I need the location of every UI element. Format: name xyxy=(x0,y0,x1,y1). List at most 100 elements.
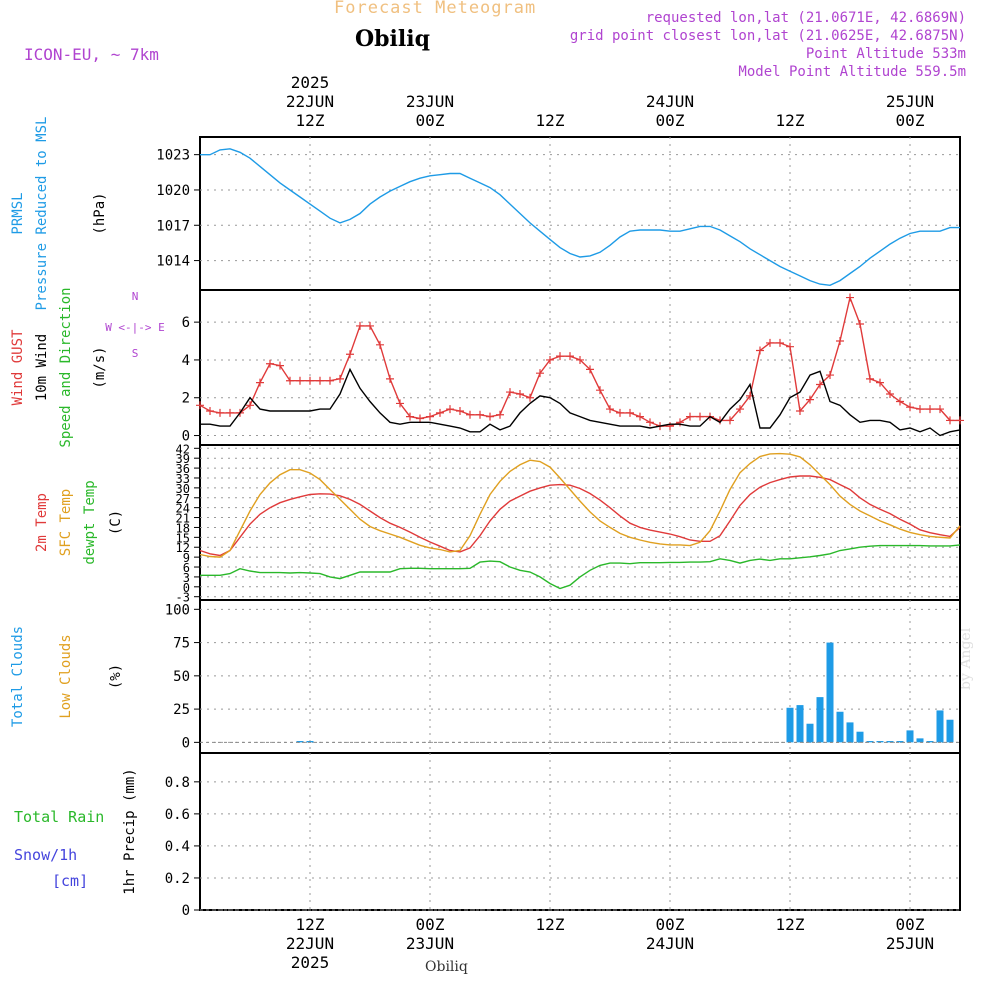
units-label: 1hr Precip (mm) xyxy=(122,768,138,894)
panel-label: Total Clouds xyxy=(10,626,26,727)
top-time-label: 2025 xyxy=(291,73,330,92)
top-time-label: 22JUN xyxy=(286,92,334,111)
gust-marker xyxy=(366,321,374,330)
gust-marker xyxy=(356,321,364,330)
gust-marker xyxy=(946,416,954,425)
panel-label: dewpt Temp xyxy=(82,480,98,564)
y-tick-label: 6 xyxy=(182,315,190,331)
gust-marker xyxy=(476,410,484,419)
cloud-bar xyxy=(896,741,904,743)
gust-marker xyxy=(276,361,284,370)
gust-marker xyxy=(346,350,354,359)
gust-marker xyxy=(666,422,674,431)
precip-label: Snow/1h xyxy=(14,846,77,864)
y-tick-label: 100 xyxy=(165,602,190,618)
compass-west-east: W <-|-> E xyxy=(105,321,165,334)
y-tick-label: 50 xyxy=(173,669,190,685)
gust-marker xyxy=(866,374,874,383)
gridpoint-coords: grid point closest lon,lat (21.0625E, 42… xyxy=(569,28,966,44)
gust-marker xyxy=(926,405,934,414)
gust-marker xyxy=(826,371,834,380)
gust-marker xyxy=(296,376,304,385)
gust-marker xyxy=(206,406,214,415)
gust-marker xyxy=(286,376,294,385)
compass-south: S xyxy=(132,347,139,360)
bottom-time-label: 2025 xyxy=(291,953,330,972)
gust-marker xyxy=(506,388,514,397)
gust-marker xyxy=(856,320,864,329)
gust-marker xyxy=(626,408,634,417)
cloud-bar xyxy=(786,707,794,743)
gust-marker xyxy=(786,342,794,351)
y-tick-label: 0 xyxy=(182,735,190,751)
point-altitude: Point Altitude 533m xyxy=(805,46,966,62)
gust-marker xyxy=(196,401,204,410)
model-altitude: Model Point Altitude 559.5m xyxy=(738,64,966,80)
location-title: Obiliq xyxy=(355,26,431,52)
cloud-bar xyxy=(856,731,864,743)
panel-label: SFC Temp xyxy=(58,489,74,556)
cloud-bar xyxy=(306,741,314,743)
gust-marker xyxy=(316,376,324,385)
panel-label: Wind GUST xyxy=(10,329,26,405)
y-tick-label: 18 xyxy=(176,521,190,535)
panel-frame-precip xyxy=(199,752,961,911)
cloud-bar xyxy=(926,741,934,743)
y-tick-label: 0.8 xyxy=(165,775,190,791)
gust-marker xyxy=(436,408,444,417)
gust-marker xyxy=(956,416,964,425)
cloud-bar xyxy=(806,723,814,743)
y-tick-label: 39 xyxy=(176,452,190,466)
panel-frame-clouds xyxy=(199,599,961,754)
gust-marker xyxy=(816,380,824,389)
y-tick-label: 3 xyxy=(183,571,190,585)
y-tick-label: 25 xyxy=(173,702,190,718)
cloud-bar xyxy=(296,741,304,743)
y-tick-label: 0.4 xyxy=(165,839,190,855)
bottom-time-label: 00Z xyxy=(656,915,685,934)
gust-marker xyxy=(336,374,344,383)
gust-marker xyxy=(466,410,474,419)
y-tick-label: 0 xyxy=(182,903,190,919)
gust-marker xyxy=(396,399,404,408)
top-time-label: 25JUN xyxy=(886,92,934,111)
gust-marker xyxy=(696,412,704,421)
bottom-time-label: 25JUN xyxy=(886,934,934,953)
chart-title: Forecast Meteogram xyxy=(334,0,537,18)
top-time-label: 24JUN xyxy=(646,92,694,111)
gust-marker xyxy=(376,340,384,349)
gust-marker xyxy=(736,405,744,414)
gust-marker xyxy=(766,338,774,347)
cloud-bar xyxy=(936,710,944,743)
bottom-time-label: 00Z xyxy=(416,915,445,934)
top-time-label: 12Z xyxy=(296,111,325,130)
y-tick-label: 24 xyxy=(176,502,190,516)
cloud-bar xyxy=(916,738,924,743)
top-time-label: 12Z xyxy=(536,111,565,130)
y-tick-label: 30 xyxy=(176,482,190,496)
y-tick-label: 42 xyxy=(176,442,190,456)
model-label: ICON-EU, ~ 7km xyxy=(24,45,159,64)
panel-label: PRMSL xyxy=(10,192,26,234)
gust-marker xyxy=(646,418,654,427)
y-tick-label: 4 xyxy=(182,353,190,369)
gust-marker xyxy=(776,338,784,347)
gust-marker xyxy=(936,405,944,414)
panel-frame-pressure xyxy=(199,136,961,291)
y-tick-label: -3 xyxy=(176,591,190,605)
gust-marker xyxy=(536,369,544,378)
y-tick-label: 1014 xyxy=(156,254,190,270)
units-label: (%) xyxy=(108,664,124,689)
y-tick-label: 0.6 xyxy=(165,807,190,823)
gust-marker xyxy=(406,412,414,421)
cloud-bar xyxy=(836,711,844,743)
gust-marker xyxy=(486,412,494,421)
gust-marker xyxy=(556,352,564,361)
panel-label: 2m Temp xyxy=(34,493,50,552)
gust-marker xyxy=(526,393,534,402)
bottom-time-label: 12Z xyxy=(296,915,325,934)
gust-marker xyxy=(496,410,504,419)
cloud-bar xyxy=(846,722,854,743)
bottom-time-label: 12Z xyxy=(536,915,565,934)
